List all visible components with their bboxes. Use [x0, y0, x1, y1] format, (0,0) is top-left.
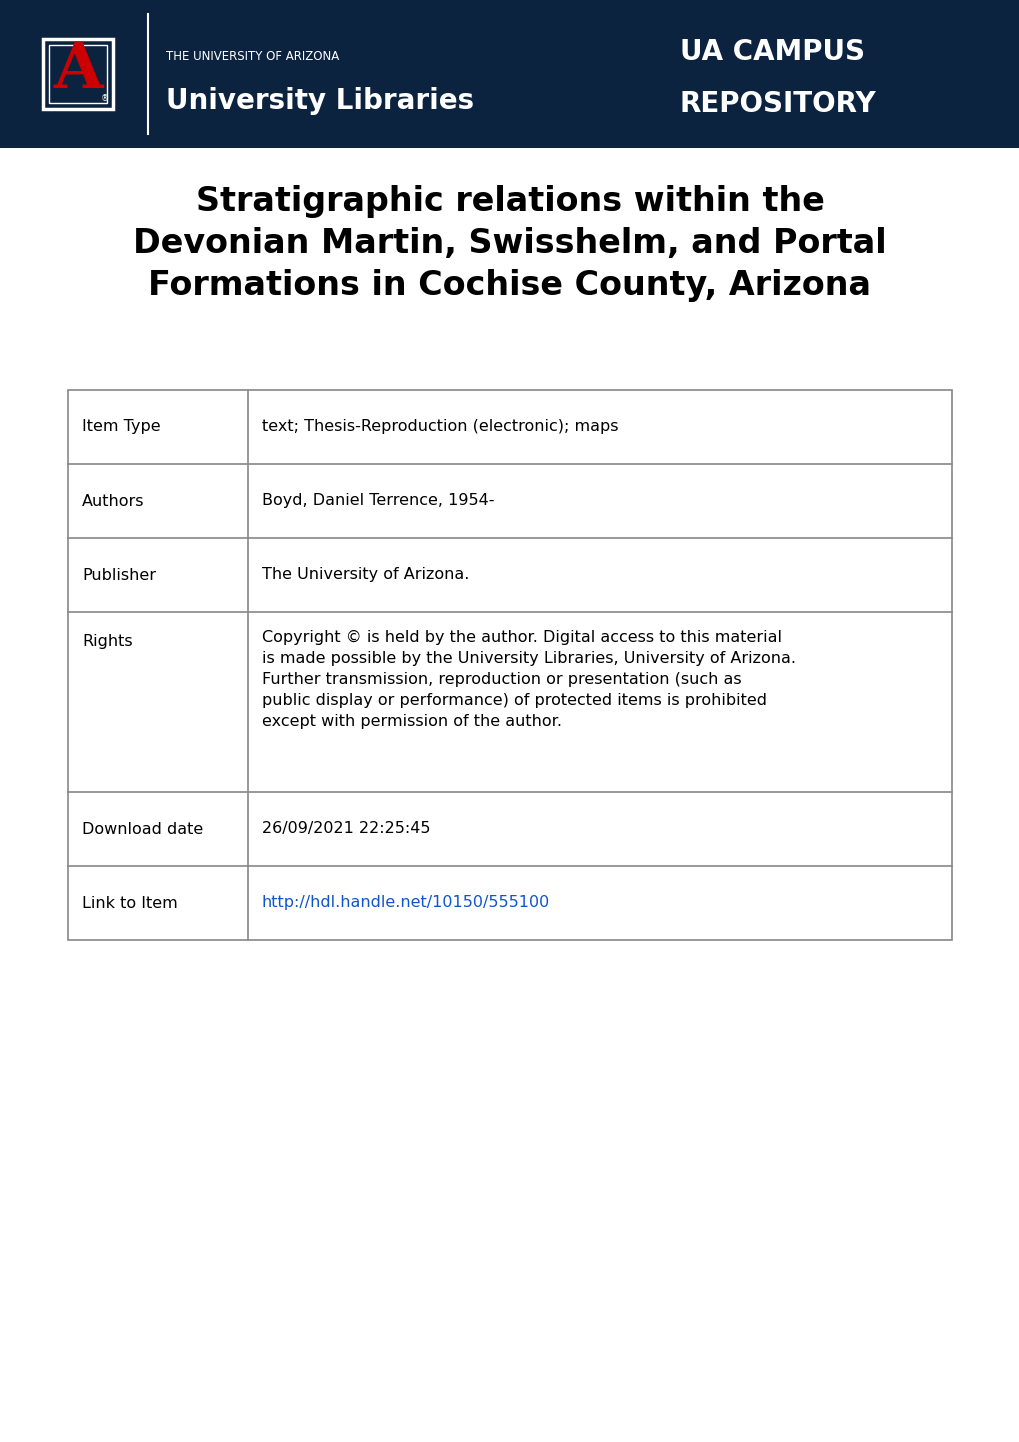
- Text: 26/09/2021 22:25:45: 26/09/2021 22:25:45: [262, 822, 430, 836]
- Text: Publisher: Publisher: [82, 568, 156, 583]
- Text: A: A: [53, 40, 103, 101]
- Text: Devonian Martin, Swisshelm, and Portal: Devonian Martin, Swisshelm, and Portal: [133, 226, 886, 260]
- Text: text; Thesis-Reproduction (electronic); maps: text; Thesis-Reproduction (electronic); …: [262, 420, 618, 434]
- Text: University Libraries: University Libraries: [166, 87, 474, 115]
- Bar: [49, 45, 107, 104]
- Bar: [43, 39, 113, 108]
- Bar: [68, 389, 951, 940]
- Text: REPOSITORY: REPOSITORY: [680, 89, 876, 118]
- Text: Copyright © is held by the author. Digital access to this material
is made possi: Copyright © is held by the author. Digit…: [262, 630, 795, 730]
- Text: ®: ®: [101, 94, 109, 104]
- Text: Stratigraphic relations within the: Stratigraphic relations within the: [196, 185, 823, 218]
- Text: Item Type: Item Type: [82, 420, 160, 434]
- Text: Download date: Download date: [82, 822, 203, 836]
- Text: Authors: Authors: [82, 493, 145, 509]
- Text: UA CAMPUS: UA CAMPUS: [680, 37, 864, 66]
- Text: Boyd, Daniel Terrence, 1954-: Boyd, Daniel Terrence, 1954-: [262, 493, 494, 509]
- Text: Link to Item: Link to Item: [82, 895, 177, 910]
- Text: The University of Arizona.: The University of Arizona.: [262, 568, 469, 583]
- Text: Formations in Cochise County, Arizona: Formations in Cochise County, Arizona: [149, 270, 870, 301]
- Bar: [0, 0, 1019, 149]
- Text: http://hdl.handle.net/10150/555100: http://hdl.handle.net/10150/555100: [262, 895, 549, 910]
- Text: THE UNIVERSITY OF ARIZONA: THE UNIVERSITY OF ARIZONA: [166, 49, 339, 63]
- Text: Rights: Rights: [82, 634, 132, 649]
